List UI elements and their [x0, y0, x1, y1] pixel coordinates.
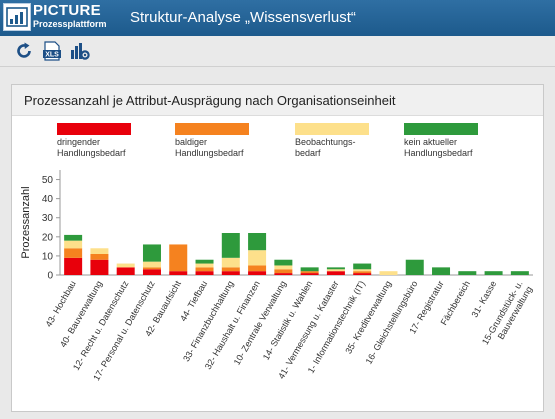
- refresh-button[interactable]: [13, 40, 35, 62]
- y-tick-label-40: 40: [42, 194, 54, 205]
- bar-segment-9-2: [274, 269, 293, 274]
- bar-segment-12-3: [353, 269, 372, 272]
- stacked-bar-chart: dringender Handlungsbedarf baldiger Handlun…: [20, 123, 534, 382]
- bar-segment-3-3: [116, 263, 135, 268]
- xls-export-icon: XLS: [43, 41, 61, 61]
- x-tick-label-17: 31- Kasse: [469, 279, 498, 319]
- xls-export-button[interactable]: XLS: [41, 40, 63, 62]
- bar-segment-6-4: [195, 259, 214, 264]
- legend-swatch-2: [175, 123, 249, 135]
- x-tick-label-10: 14- Statistik u. Wahlen: [261, 279, 315, 362]
- legend-label-2: baldiger Handlungsbedarf: [175, 137, 244, 158]
- bar-segment-7-4: [221, 233, 240, 258]
- bar-segment-1-2: [64, 248, 83, 258]
- bar-segment-8-4: [248, 233, 267, 251]
- legend-label-1: dringender Handlungsbedarf: [57, 137, 126, 158]
- bar-segment-1-3: [64, 240, 83, 249]
- bar-segment-10-4: [300, 267, 319, 272]
- legend-label-3: Beobachtungs-bedarf: [295, 137, 356, 158]
- legend-label-4: kein aktueller Handlungsbedarf: [404, 137, 473, 158]
- bar-segment-18-4: [510, 271, 529, 275]
- bar-segment-9-3: [274, 265, 293, 270]
- y-axis-title: Prozessanzahl: [20, 186, 32, 258]
- bar-segment-7-1: [221, 271, 240, 275]
- x-tick-label-7: 33- Finanzbuchhaltung: [181, 279, 235, 363]
- bar-segment-8-2: [248, 265, 267, 272]
- bar-segment-4-2: [142, 267, 161, 270]
- bar-segment-6-2: [195, 267, 214, 272]
- bar-segment-1-1: [64, 257, 83, 275]
- logo-mark-icon: [6, 7, 28, 27]
- bar-segment-10-1: [300, 273, 319, 275]
- settings-chart-icon: [71, 43, 90, 60]
- bar-segment-9-4: [274, 259, 293, 266]
- refresh-icon: [17, 42, 31, 58]
- bar-segment-10-2: [300, 271, 319, 274]
- bar-segment-8-1: [248, 271, 267, 275]
- bar-segment-2-1: [90, 259, 109, 275]
- chart-panel: Prozessanzahl je Attribut-Ausprägung nac…: [11, 84, 544, 412]
- bar-segment-11-3: [326, 269, 345, 272]
- bar-segment-1-4: [64, 234, 83, 241]
- bar-segment-12-4: [353, 263, 372, 270]
- bar-segment-12-2: [353, 271, 372, 274]
- bar-segment-11-1: [326, 271, 345, 275]
- bar-segment-7-2: [221, 267, 240, 272]
- logo-subtitle: Prozessplattform: [33, 19, 107, 29]
- app-logo: [3, 3, 31, 31]
- bar-segment-16-4: [458, 271, 477, 275]
- y-tick-label-30: 30: [42, 213, 54, 224]
- bar-segment-5-1: [169, 271, 188, 275]
- bar-segment-12-1: [353, 273, 372, 275]
- bar-segment-17-4: [484, 271, 503, 275]
- bar-segment-8-3: [248, 250, 267, 266]
- bar-segment-2-2: [90, 254, 109, 260]
- bar-segment-4-1: [142, 269, 161, 275]
- app-header: PICTURE Prozessplattform Struktur-Analys…: [0, 0, 555, 36]
- logo-title: PICTURE: [33, 2, 101, 19]
- toolbar: XLS: [0, 36, 555, 67]
- y-tick-label-20: 20: [42, 232, 54, 243]
- bar-segment-13-3: [379, 271, 398, 275]
- legend-swatch-4: [404, 123, 478, 135]
- chart-panel-header: Prozessanzahl je Attribut-Ausprägung nac…: [12, 85, 543, 116]
- legend-swatch-3: [295, 123, 369, 135]
- bar-segment-9-1: [274, 273, 293, 275]
- bar-segment-3-1: [116, 267, 135, 275]
- bar-segment-6-1: [195, 271, 214, 275]
- bar-segment-15-4: [432, 267, 451, 275]
- y-tick-label-50: 50: [42, 175, 54, 186]
- chart-title: Prozessanzahl je Attribut-Ausprägung nac…: [24, 93, 396, 108]
- bar-segment-4-4: [142, 244, 161, 262]
- page-title: Struktur-Analyse „Wissensverlust“: [130, 9, 356, 26]
- xls-label: XLS: [45, 52, 59, 59]
- chart-settings-button[interactable]: [69, 40, 91, 62]
- bar-segment-5-2: [169, 244, 188, 272]
- y-tick-label-10: 10: [42, 251, 54, 262]
- bar-segment-2-3: [90, 248, 109, 254]
- bar-segment-14-4: [405, 259, 424, 275]
- bar-segment-6-3: [195, 263, 214, 268]
- bar-segment-4-3: [142, 261, 161, 268]
- bar-segment-7-3: [221, 257, 240, 268]
- legend-swatch-1: [57, 123, 131, 135]
- bar-segment-11-4: [326, 267, 345, 270]
- y-tick-label-0: 0: [47, 271, 53, 282]
